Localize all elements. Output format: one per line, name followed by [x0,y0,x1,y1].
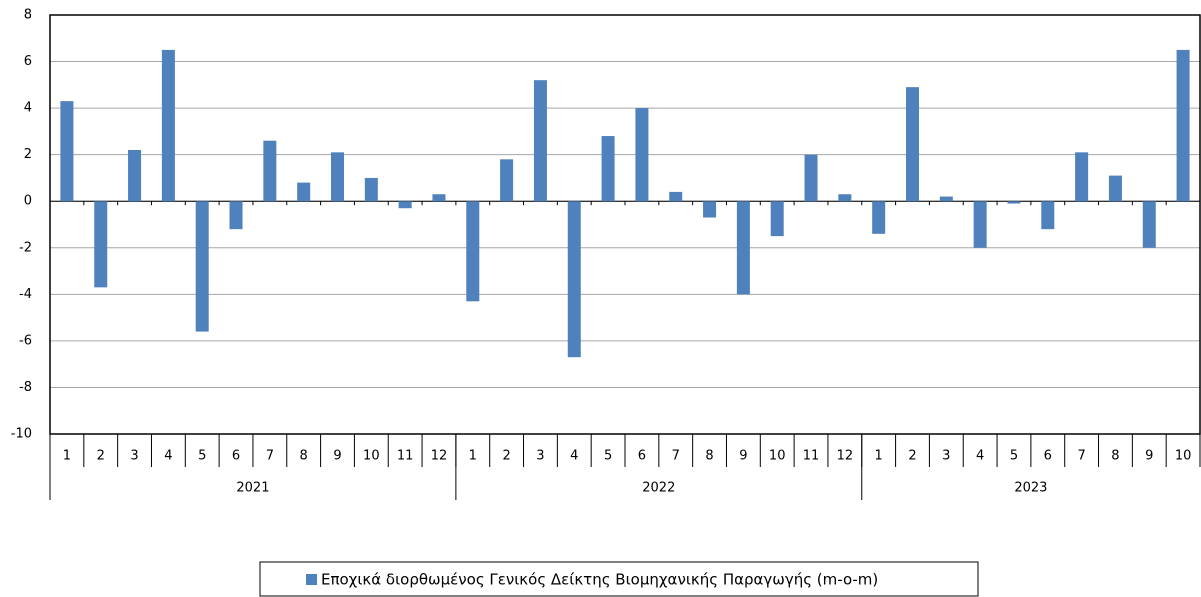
x-tick-label: 1 [469,449,477,464]
x-tick-label: 12 [837,449,854,464]
bar [398,201,412,209]
bar [195,201,209,332]
x-tick-label: 10 [1175,449,1192,464]
x-tick-label: 4 [976,449,984,464]
y-tick-label: -2 [19,240,32,255]
x-tick-label: 5 [604,449,612,464]
x-tick-label: 7 [266,449,274,464]
x-tick-label: 10 [769,449,786,464]
y-tick-label: 0 [24,194,32,209]
y-tick-label: -6 [19,333,32,348]
x-tick-label: 3 [130,449,138,464]
y-tick-label: -10 [11,427,32,442]
x-tick-label: 12 [431,449,448,464]
y-tick-label: 8 [24,8,32,23]
bar [229,201,243,230]
bar [669,191,683,202]
x-tick-label: 3 [942,449,950,464]
x-tick-label: 2 [908,449,916,464]
x-tick-label: 8 [705,449,713,464]
bar [1142,201,1156,248]
bar [939,196,953,202]
bar [736,201,750,295]
x-group-label: 2022 [642,481,675,496]
bar [364,177,378,202]
legend-swatch [306,574,317,585]
x-tick-label: 6 [1044,449,1052,464]
x-tick-label: 9 [333,449,341,464]
bar [94,201,108,288]
bar [500,159,514,202]
bar [60,101,74,202]
y-tick-label: 6 [24,54,32,69]
y-tick-label: -8 [19,380,32,395]
y-tick-label: 4 [24,101,32,116]
x-tick-label: 4 [570,449,578,464]
x-tick-label: 1 [875,449,883,464]
bar [703,201,717,218]
x-tick-label: 2 [97,449,105,464]
x-tick-label: 5 [198,449,206,464]
y-tick-label: -4 [19,287,32,302]
bar [635,108,649,202]
x-tick-label: 10 [363,449,380,464]
x-tick-label: 6 [232,449,240,464]
x-tick-label: 9 [739,449,747,464]
x-tick-label: 11 [397,449,414,464]
bar [1075,152,1089,202]
bar [128,150,142,202]
x-tick-label: 2 [502,449,510,464]
bar [1108,175,1122,202]
plot-border [49,14,1201,435]
bar [1007,201,1021,204]
bar [1041,201,1055,230]
bar [567,201,581,358]
bar [263,140,277,202]
bar [601,136,615,202]
x-tick-label: 1 [63,449,71,464]
x-tick-label: 4 [164,449,172,464]
bar [466,201,480,302]
x-tick-label: 7 [1077,449,1085,464]
x-group-label: 2021 [236,481,269,496]
bar [973,201,987,248]
x-group-label: 2023 [1014,481,1047,496]
x-tick-label: 3 [536,449,544,464]
bar [161,49,175,202]
x-tick-label: 8 [1111,449,1119,464]
x-tick-label: 6 [638,449,646,464]
y-tick-label: 2 [24,147,32,162]
x-tick-label: 9 [1145,449,1153,464]
legend-label: Εποχικά διορθωμένος Γενικός Δείκτης Βιομ… [321,571,878,589]
x-tick-label: 7 [672,449,680,464]
bar [770,201,784,237]
x-tick-label: 8 [300,449,308,464]
bar [1176,49,1190,202]
bar [872,201,886,234]
legend-box [259,561,979,597]
bar [804,154,818,202]
bar [297,182,311,202]
bar [533,80,547,202]
bar [838,194,852,202]
bar [331,152,344,202]
bar [432,194,446,202]
x-tick-label: 5 [1010,449,1018,464]
bar [906,87,919,202]
x-tick-label: 11 [803,449,820,464]
